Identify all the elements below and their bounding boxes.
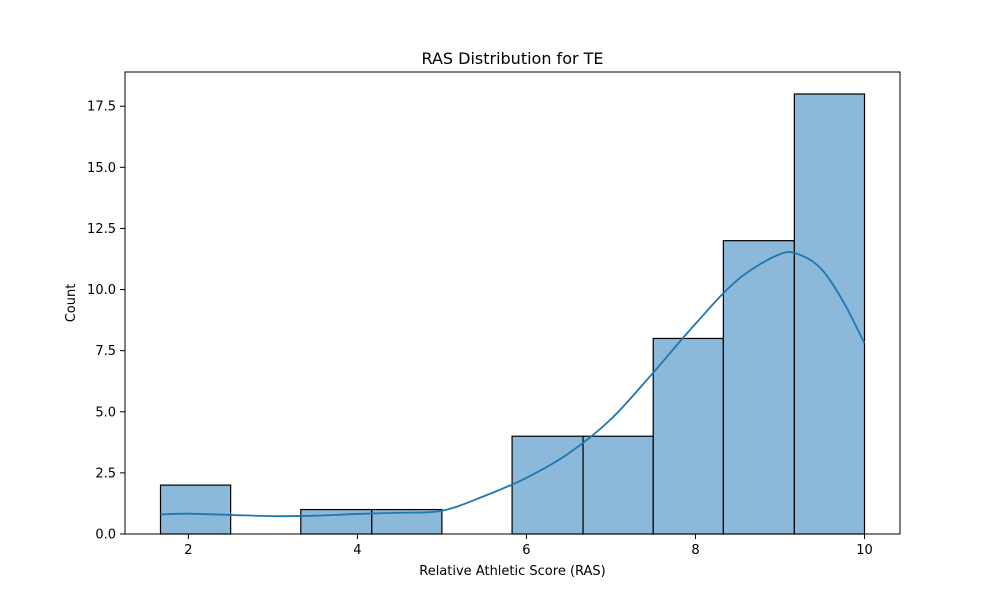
x-tick-label: 10 bbox=[856, 543, 873, 558]
x-tick-label: 8 bbox=[691, 543, 699, 558]
y-tick-label: 7.5 bbox=[95, 344, 116, 359]
y-tick-label: 17.5 bbox=[87, 100, 116, 115]
x-tick-label: 6 bbox=[522, 543, 530, 558]
x-tick-label: 4 bbox=[353, 543, 361, 558]
y-tick-label: 15.0 bbox=[87, 161, 116, 176]
axes-layer: 2 4 6 8 10 0.0 2.5 5.0 7.5 10.0 12.5 15.0 17.5 bbox=[87, 71, 901, 558]
y-axis-label: Count bbox=[64, 284, 79, 323]
histogram-bar-9 bbox=[793, 93, 866, 535]
y-tick-label: 10.0 bbox=[87, 283, 116, 298]
chart-title: RAS Distribution for TE bbox=[421, 49, 603, 68]
y-tick-label: 2.5 bbox=[95, 466, 116, 481]
bars-layer bbox=[159, 93, 866, 535]
kde-layer bbox=[160, 251, 866, 518]
kde-line bbox=[160, 251, 866, 518]
y-tick-label: 12.5 bbox=[87, 222, 116, 237]
y-tick-label: 5.0 bbox=[95, 405, 116, 420]
histogram-bar-6 bbox=[582, 435, 654, 535]
plot-frame bbox=[124, 71, 901, 535]
histogram-bar-8 bbox=[722, 240, 795, 535]
x-tick-label: 2 bbox=[184, 543, 192, 558]
x-axis-label: Relative Athletic Score (RAS) bbox=[419, 564, 606, 579]
y-tick-label: 0.0 bbox=[95, 528, 116, 543]
histogram-bar-7 bbox=[652, 337, 724, 535]
histogram-bar-0 bbox=[159, 484, 232, 535]
